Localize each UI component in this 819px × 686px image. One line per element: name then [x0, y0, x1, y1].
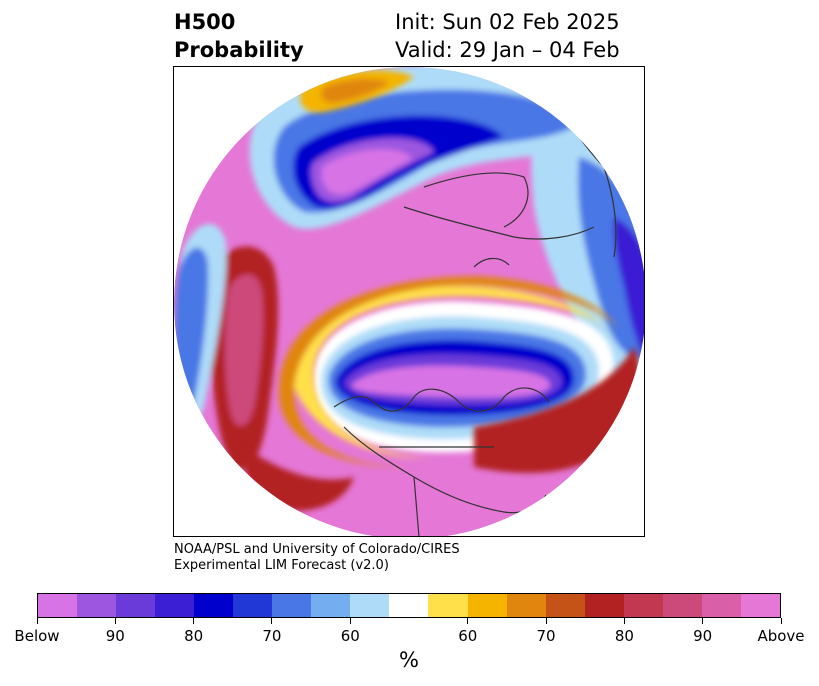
- colorbar: [37, 593, 781, 618]
- coastline-arctic: [473, 257, 510, 268]
- colorbar-segment: [272, 594, 312, 617]
- credit-text: NOAA/PSL and University of Colorado/CIRE…: [174, 542, 460, 574]
- colorbar-segment: [350, 594, 390, 617]
- colorbar-segment: [38, 594, 78, 617]
- colorbar-segment: [311, 594, 351, 617]
- colorbar-tick: [193, 618, 195, 624]
- colorbar-tick-label: 80: [184, 627, 204, 645]
- colorbar-segment: [233, 594, 273, 617]
- polar-map: [174, 67, 644, 536]
- coastline-europe: [423, 172, 529, 228]
- colorbar-segment: [77, 594, 117, 617]
- colorbar-tick-label: 80: [614, 627, 634, 645]
- colorbar-tick-label: 70: [262, 627, 282, 645]
- colorbar-tick: [467, 618, 469, 624]
- colorbar-tick: [271, 618, 273, 624]
- colorbar-segment: [545, 594, 585, 617]
- colorbar-tick: [623, 618, 625, 624]
- colorbar-tick: [349, 618, 351, 624]
- title-left: H500 Probability: [174, 8, 304, 64]
- credit-line-2: Experimental LIM Forecast (v2.0): [174, 558, 389, 573]
- colorbar-segment: [623, 594, 663, 617]
- title-field-type: Probability: [174, 38, 304, 62]
- colorbar-segment: [155, 594, 195, 617]
- colorbar-segment: [389, 594, 429, 617]
- credit-line-1: NOAA/PSL and University of Colorado/CIRE…: [174, 542, 460, 557]
- colorbar-segment: [116, 594, 156, 617]
- colorbar-tick-label: 90: [693, 627, 713, 645]
- title-field-name: H500: [174, 10, 236, 34]
- probability-field: [174, 67, 644, 536]
- colorbar-tick: [780, 618, 782, 624]
- colorbar-tick: [545, 618, 547, 624]
- colorbar-tick: [36, 618, 38, 624]
- coastline-north-america: [333, 387, 550, 412]
- colorbar-tick-label: 70: [536, 627, 556, 645]
- colorbar-segment: [506, 594, 546, 617]
- init-date: Init: Sun 02 Feb 2025: [395, 10, 620, 34]
- map-panel: [173, 66, 645, 537]
- border-1: [413, 476, 420, 536]
- colorbar-segment: [584, 594, 624, 617]
- colorbar-tick-label: Above: [757, 627, 805, 645]
- colorbar-segment: [701, 594, 741, 617]
- colorbar-tick-label: 60: [340, 627, 360, 645]
- colorbar-segment: [740, 594, 780, 617]
- coastline-eurasia: [403, 206, 595, 240]
- colorbar-tick: [114, 618, 116, 624]
- colorbar-unit: %: [399, 648, 419, 672]
- colorbar-segment: [662, 594, 702, 617]
- colorbar-tick-label: Below: [14, 627, 60, 645]
- colorbar-segment: [467, 594, 507, 617]
- colorbar-tick-label: 60: [458, 627, 478, 645]
- colorbar-tick-label: 90: [105, 627, 125, 645]
- colorbar-segment: [428, 594, 468, 617]
- valid-range: Valid: 29 Jan – 04 Feb: [395, 38, 620, 62]
- above-lobe-west: [175, 223, 279, 469]
- colorbar-segment: [194, 594, 234, 617]
- title-right: Init: Sun 02 Feb 2025 Valid: 29 Jan – 04…: [395, 8, 620, 64]
- colorbar-tick: [702, 618, 704, 624]
